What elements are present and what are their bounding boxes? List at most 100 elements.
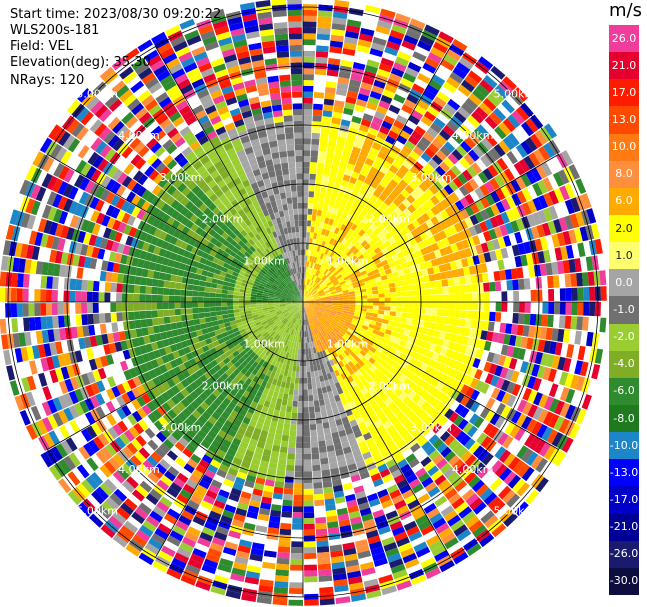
velocity-cell <box>581 272 589 287</box>
velocity-cell <box>350 380 358 388</box>
velocity-cell <box>130 455 142 468</box>
velocity-cell <box>324 163 332 171</box>
velocity-cell <box>339 160 348 169</box>
velocity-cell <box>131 399 142 411</box>
velocity-cell <box>449 71 464 84</box>
velocity-cell <box>406 473 418 484</box>
velocity-cell <box>405 409 415 419</box>
velocity-cell <box>34 275 42 289</box>
velocity-cell <box>415 514 429 526</box>
velocity-cell <box>304 278 307 285</box>
velocity-cell <box>3 349 12 366</box>
velocity-cell <box>17 362 27 378</box>
velocity-cell <box>489 291 496 302</box>
velocity-cell <box>487 496 502 510</box>
velocity-cell <box>324 310 331 314</box>
velocity-cell <box>473 445 485 458</box>
velocity-cell <box>215 297 222 302</box>
velocity-cell <box>366 257 374 264</box>
velocity-cell <box>221 389 230 398</box>
velocity-cell <box>303 33 316 40</box>
velocity-cell <box>399 352 408 360</box>
velocity-cell <box>361 476 373 486</box>
velocity-cell <box>339 280 346 286</box>
velocity-cell <box>311 382 317 390</box>
velocity-cell <box>499 270 507 281</box>
velocity-cell <box>503 334 511 345</box>
velocity-cell <box>310 347 314 354</box>
velocity-cell <box>303 261 305 267</box>
velocity-cell <box>286 406 292 413</box>
velocity-cell <box>353 283 360 289</box>
velocity-cell <box>288 322 293 328</box>
velocity-cell <box>348 325 356 331</box>
velocity-cell <box>279 315 285 321</box>
velocity-cell <box>334 443 343 451</box>
velocity-cell <box>198 479 211 490</box>
velocity-cell <box>237 379 245 388</box>
velocity-cell <box>332 17 347 25</box>
velocity-cell <box>371 141 382 151</box>
velocity-cell <box>310 435 318 442</box>
velocity-cell <box>34 303 41 317</box>
velocity-cell <box>343 403 351 411</box>
velocity-cell <box>246 349 254 356</box>
velocity-cell <box>483 361 492 373</box>
velocity-cell <box>320 304 327 307</box>
velocity-cell <box>292 317 296 324</box>
velocity-cell <box>101 333 109 345</box>
velocity-cell <box>515 106 530 121</box>
velocity-cell <box>222 546 237 556</box>
velocity-cell <box>433 117 446 129</box>
velocity-cell <box>540 161 553 177</box>
velocity-cell <box>306 306 310 312</box>
velocity-cell <box>156 394 166 405</box>
velocity-cell <box>454 403 465 415</box>
velocity-cell <box>117 321 125 332</box>
velocity-cell <box>424 147 436 159</box>
velocity-cell <box>211 320 219 327</box>
velocity-cell <box>454 370 464 381</box>
velocity-cell <box>484 514 499 529</box>
velocity-cell <box>432 154 443 166</box>
velocity-cell <box>331 306 338 310</box>
velocity-cell <box>275 475 285 483</box>
velocity-cell <box>49 369 59 384</box>
velocity-cell <box>212 340 220 348</box>
velocity-cell <box>336 289 343 293</box>
velocity-cell <box>441 532 456 545</box>
velocity-cell <box>341 385 349 393</box>
velocity-cell <box>409 165 420 176</box>
velocity-cell <box>376 335 384 342</box>
velocity-cell <box>378 293 385 298</box>
velocity-cell <box>180 574 197 586</box>
velocity-cell <box>204 469 216 479</box>
velocity-cell <box>227 467 239 477</box>
velocity-cell <box>291 529 303 536</box>
velocity-cell <box>431 295 438 302</box>
velocity-cell <box>373 384 382 393</box>
velocity-cell <box>464 205 475 217</box>
velocity-cell <box>280 293 287 297</box>
velocity-cell <box>171 557 187 569</box>
velocity-cell <box>333 327 340 334</box>
velocity-cell <box>296 424 303 431</box>
velocity-cell <box>353 165 362 174</box>
velocity-cell <box>360 168 369 177</box>
velocity-cell <box>398 382 408 392</box>
velocity-cell <box>227 298 233 302</box>
velocity-cell <box>320 186 327 194</box>
velocity-cell <box>279 343 284 350</box>
velocity-cell <box>411 536 425 548</box>
velocity-cell <box>515 218 525 231</box>
velocity-cell <box>222 346 230 353</box>
velocity-cell <box>507 291 514 302</box>
velocity-cell <box>447 542 463 555</box>
velocity-cell <box>151 533 166 545</box>
velocity-cell <box>504 421 516 435</box>
velocity-cell <box>503 258 511 270</box>
velocity-cell <box>382 434 393 444</box>
velocity-cell <box>350 223 358 231</box>
velocity-cell <box>289 576 303 583</box>
velocity-cell <box>414 125 426 136</box>
